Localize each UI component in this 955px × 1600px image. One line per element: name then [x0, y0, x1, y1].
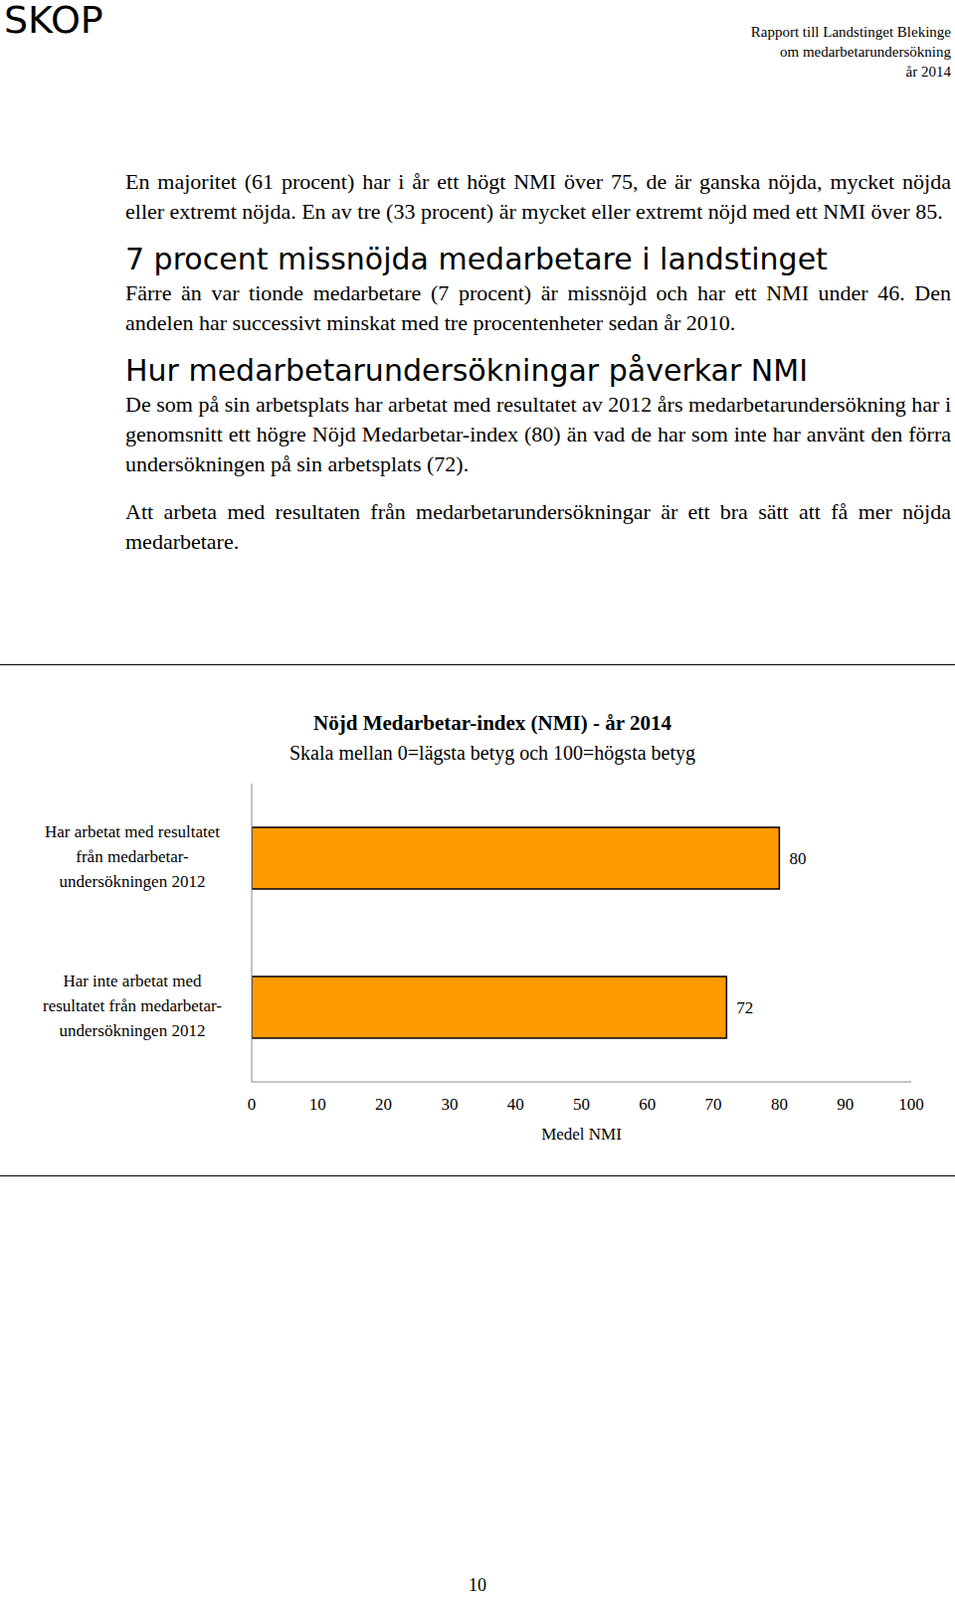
svg-text:60: 60: [638, 1095, 656, 1115]
svg-text:100: 100: [898, 1095, 925, 1115]
html-text:Nöjd Medarbetar-index (NMI) -: Nöjd Medarbetar-index (NMI) - år 2014: [313, 711, 672, 736]
html-text:De som på sin arbetsplats har: De som på sin arbetsplats har arbetat me…: [125, 391, 952, 477]
svg-text:50: 50: [573, 1095, 590, 1115]
svg-text:80: 80: [788, 849, 806, 869]
html-text:Färre än var tionde medarbetar: Färre än var tionde medarbetare (7 proce…: [125, 280, 952, 336]
html-text:Skala mellan 0=lägsta betyg oc: Skala mellan 0=lägsta betyg och 100=högs…: [289, 742, 696, 764]
svg-text:70: 70: [705, 1095, 723, 1115]
html-text:Rapport till Landstinget Bleki: Rapport till Landstinget Blekinge: [750, 23, 952, 40]
svg-text:10: 10: [309, 1095, 327, 1115]
svg-text:Har arbetat med resultatetfrån: Har arbetat med resultatetfrån medarbeta…: [44, 822, 220, 892]
svg-text:40: 40: [507, 1095, 525, 1115]
svg-text:Har inte arbetat medresultatet: Har inte arbetat medresultatet från meda…: [42, 971, 222, 1041]
html-text:7 procent missnöjda medarbetar: 7 procent missnöjda medarbetare i landst…: [125, 241, 828, 277]
svg-text:72: 72: [736, 998, 754, 1018]
html-text:om medarbetarundersökning: om medarbetarundersökning: [779, 43, 952, 60]
html-text:En majoritet (61 procent) har: En majoritet (61 procent) har i år ett h…: [125, 169, 952, 224]
svg-text:90: 90: [836, 1095, 854, 1115]
svg-text:80: 80: [770, 1095, 788, 1115]
svg-text:20: 20: [375, 1095, 392, 1115]
html-text:år 2014: år 2014: [905, 63, 952, 80]
svg-text:30: 30: [440, 1095, 458, 1115]
html-text:10: 10: [468, 1575, 487, 1596]
html-text:Att arbeta med resultaten från: Att arbeta med resultaten från medarbeta…: [125, 499, 952, 555]
html-text:Hur medarbetarundersökningar p: Hur medarbetarundersökningar påverkar NM…: [125, 353, 808, 388]
svg-text:0: 0: [247, 1095, 257, 1115]
svg-text:Medel NMI: Medel NMI: [541, 1125, 622, 1145]
